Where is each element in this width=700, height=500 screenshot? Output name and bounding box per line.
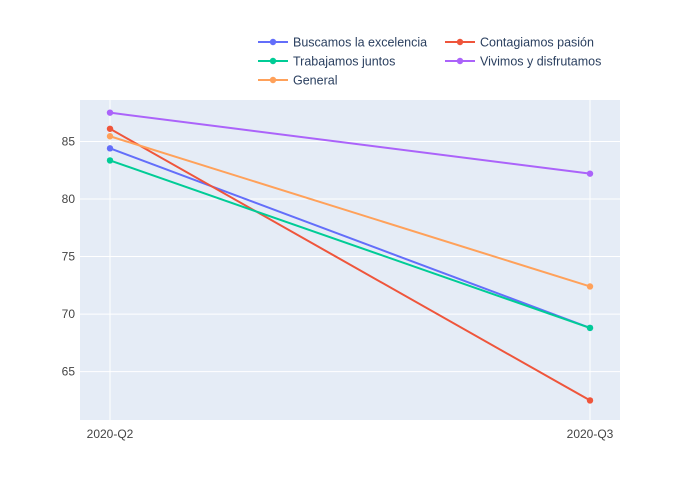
- series-line: [109, 111, 591, 175]
- x-tick-label: 2020-Q3: [567, 427, 614, 441]
- y-tick-label: 65: [62, 365, 76, 379]
- data-point[interactable]: [586, 397, 594, 404]
- series-4: [106, 133, 594, 290]
- data-point[interactable]: [106, 133, 114, 140]
- y-tick-label: 85: [62, 134, 76, 148]
- legend-item[interactable]: Vivimos y disfrutamos: [445, 55, 601, 69]
- y-axis-ticks: 65 70 75 80 85: [62, 134, 76, 378]
- legend-item[interactable]: General: [258, 74, 337, 88]
- series-3: [106, 109, 594, 177]
- data-point[interactable]: [106, 125, 114, 132]
- legend-item[interactable]: Contagiamos pasión: [445, 36, 594, 50]
- y-tick-label: 75: [62, 250, 76, 264]
- series-line: [109, 127, 591, 402]
- data-point[interactable]: [586, 324, 594, 332]
- x-axis-ticks: 2020-Q2 2020-Q3: [87, 427, 614, 441]
- legend-label: General: [293, 74, 337, 88]
- legend-item[interactable]: Buscamos la excelencia: [258, 36, 427, 50]
- legend-marker-swatch: [269, 38, 277, 46]
- data-point[interactable]: [586, 283, 594, 290]
- data-point[interactable]: [586, 170, 594, 177]
- series-line: [109, 147, 591, 329]
- data-point[interactable]: [106, 157, 114, 164]
- legend-label: Buscamos la excelencia: [293, 36, 427, 50]
- y-tick-label: 70: [62, 307, 76, 321]
- x-tick-label: 2020-Q2: [87, 427, 134, 441]
- legend-label: Vivimos y disfrutamos: [480, 55, 601, 69]
- series-1: [106, 125, 594, 404]
- legend-marker-swatch: [456, 57, 464, 65]
- series-2: [106, 157, 594, 332]
- legend-marker-swatch: [456, 38, 464, 46]
- legend-marker-swatch: [269, 76, 277, 84]
- data-point[interactable]: [106, 145, 114, 152]
- data-point[interactable]: [106, 109, 114, 116]
- series-line: [109, 159, 591, 329]
- series-line: [109, 135, 591, 288]
- legend-label: Trabajamos juntos: [293, 55, 395, 69]
- gridlines: [80, 100, 620, 420]
- legend-label: Contagiamos pasión: [480, 36, 594, 50]
- legend-marker-swatch: [269, 57, 277, 65]
- legend[interactable]: Buscamos la excelencia Contagiamos pasión…: [258, 36, 601, 88]
- series-layer: [106, 109, 594, 404]
- y-tick-label: 80: [62, 192, 76, 206]
- legend-item[interactable]: Trabajamos juntos: [258, 55, 395, 69]
